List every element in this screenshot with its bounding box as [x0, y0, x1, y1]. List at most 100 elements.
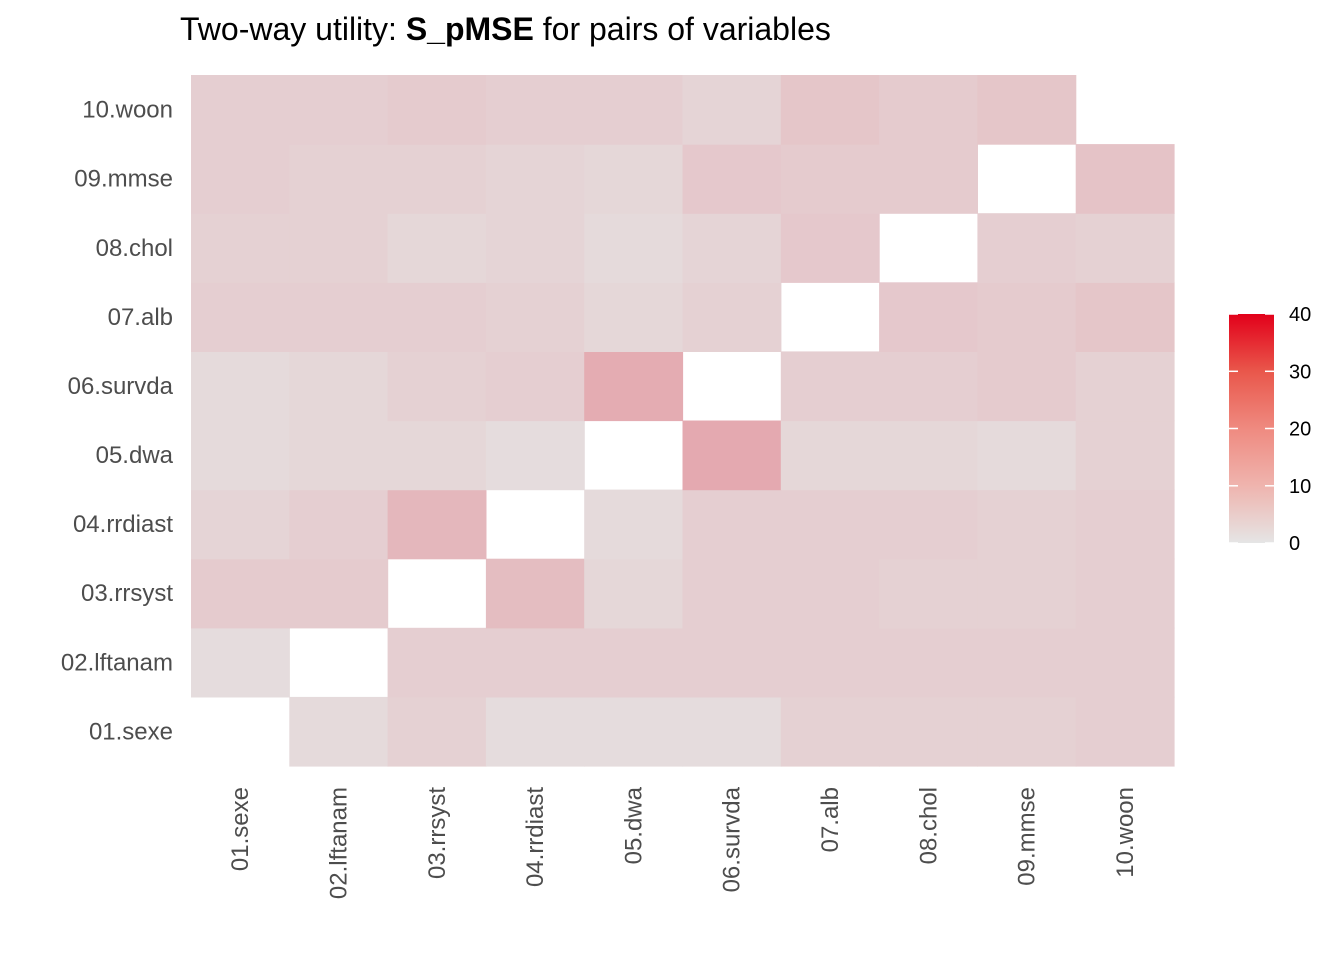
y-tick-label: 10.woon — [82, 97, 173, 124]
chart-title-suffix: for pairs of variables — [534, 11, 831, 47]
y-axis-labels: 01.sexe 02.lftanam 03.rrsyst 04.rrdiast 05.d… — [61, 97, 174, 746]
heatmap-cell — [289, 489, 389, 560]
heatmap-cell — [780, 696, 880, 767]
x-tick-label: 09.mmse — [1014, 787, 1041, 886]
heatmap-cell — [485, 213, 585, 283]
heatmap-cell — [584, 213, 684, 283]
heatmap-cell — [584, 489, 684, 560]
heatmap-cell — [485, 420, 585, 491]
heatmap-cell — [879, 696, 978, 767]
colorbar-tick-label: 40 — [1289, 304, 1311, 326]
heatmap-cell — [879, 627, 978, 698]
heatmap-cell — [977, 282, 1077, 352]
heatmap-cell — [879, 489, 978, 560]
y-tick-label: 02.lftanam — [61, 649, 173, 676]
heatmap-cells — [191, 75, 1175, 767]
heatmap-cell — [879, 420, 978, 491]
heatmap-cell — [1075, 351, 1175, 422]
heatmap-cell — [879, 144, 978, 214]
heatmap-cell — [780, 75, 880, 145]
heatmap-cell — [1075, 489, 1175, 560]
heatmap-cell — [485, 282, 585, 352]
heatmap-cell — [584, 627, 684, 698]
y-tick-label: 07.alb — [108, 304, 173, 331]
heatmap-cell — [191, 213, 290, 283]
heatmap-cell — [780, 420, 880, 491]
heatmap-cell — [780, 213, 880, 283]
heatmap-cell — [289, 696, 389, 767]
chart-title-bold: S_pMSE — [406, 11, 534, 47]
heatmap-cell — [977, 75, 1077, 145]
heatmap-cell — [387, 75, 487, 145]
heatmap-cell — [387, 351, 487, 422]
chart-title-prefix: Two-way utility: — [180, 11, 406, 47]
heatmap-cell — [387, 282, 487, 352]
x-tick-label: 08.chol — [915, 787, 942, 864]
x-tick-label: 06.survda — [719, 786, 746, 892]
heatmap-cell — [191, 420, 290, 491]
heatmap-cell — [191, 144, 290, 214]
heatmap-cell — [191, 351, 290, 422]
heatmap-cell — [387, 489, 487, 560]
heatmap-cell — [682, 213, 782, 283]
x-tick-label: 07.alb — [817, 787, 844, 852]
heatmap-cell — [879, 75, 978, 145]
y-tick-label: 03.rrsyst — [81, 580, 173, 607]
heatmap-cell — [1075, 558, 1175, 629]
heatmap-cell — [191, 627, 290, 698]
heatmap-cell — [191, 558, 290, 629]
heatmap-cell — [289, 351, 389, 422]
x-tick-label: 03.rrsyst — [424, 787, 451, 879]
heatmap-cell — [191, 489, 290, 560]
heatmap-cell — [191, 75, 290, 145]
y-tick-label: 08.chol — [96, 235, 173, 262]
x-tick-label: 02.lftanam — [325, 787, 352, 899]
heatmap-cell — [191, 282, 290, 352]
x-tick-label: 01.sexe — [227, 787, 254, 871]
heatmap-cell — [879, 351, 978, 422]
heatmap-cell — [977, 420, 1077, 491]
x-axis-labels: 01.sexe 02.lftanam 03.rrsyst 04.rrdiast 05.d… — [227, 786, 1139, 899]
heatmap-cell — [1075, 696, 1175, 767]
x-tick-label: 05.dwa — [620, 786, 647, 864]
heatmap-cell — [387, 696, 487, 767]
heatmap-cell — [387, 213, 487, 283]
x-tick-label: 10.woon — [1112, 787, 1139, 878]
heatmap-cell — [387, 627, 487, 698]
x-tick-label: 04.rrdiast — [522, 787, 549, 887]
heatmap-cell — [879, 558, 978, 629]
y-tick-label: 06.survda — [68, 373, 174, 400]
y-tick-label: 05.dwa — [96, 442, 174, 469]
color-legend: 0 10 20 30 40 — [1229, 304, 1311, 555]
heatmap-cell — [289, 420, 389, 491]
heatmap-cell — [780, 627, 880, 698]
heatmap-cell — [780, 351, 880, 422]
heatmap-cell — [584, 351, 684, 422]
heatmap-cell — [485, 144, 585, 214]
colorbar-tick-label: 30 — [1289, 361, 1311, 383]
colorbar-tick-label: 10 — [1289, 476, 1311, 498]
heatmap-cell — [289, 144, 389, 214]
heatmap-cell — [977, 351, 1077, 422]
heatmap-cell — [682, 558, 782, 629]
heatmap-cell — [1075, 213, 1175, 283]
colorbar-tick-label: 0 — [1289, 533, 1300, 555]
heatmap-cell — [682, 282, 782, 352]
heatmap-cell — [682, 696, 782, 767]
heatmap-cell — [977, 489, 1077, 560]
heatmap-cell — [289, 213, 389, 283]
heatmap-cell — [780, 144, 880, 214]
heatmap-cell — [780, 558, 880, 629]
heatmap-cell — [977, 627, 1077, 698]
heatmap-cell — [584, 558, 684, 629]
heatmap-cell — [485, 696, 585, 767]
heatmap-cell — [584, 282, 684, 352]
heatmap-cell — [682, 144, 782, 214]
heatmap-cell — [584, 696, 684, 767]
heatmap-cell — [780, 489, 880, 560]
heatmap-cell — [289, 282, 389, 352]
heatmap-cell — [289, 558, 389, 629]
heatmap-cell — [289, 75, 389, 145]
heatmap-cell — [682, 489, 782, 560]
